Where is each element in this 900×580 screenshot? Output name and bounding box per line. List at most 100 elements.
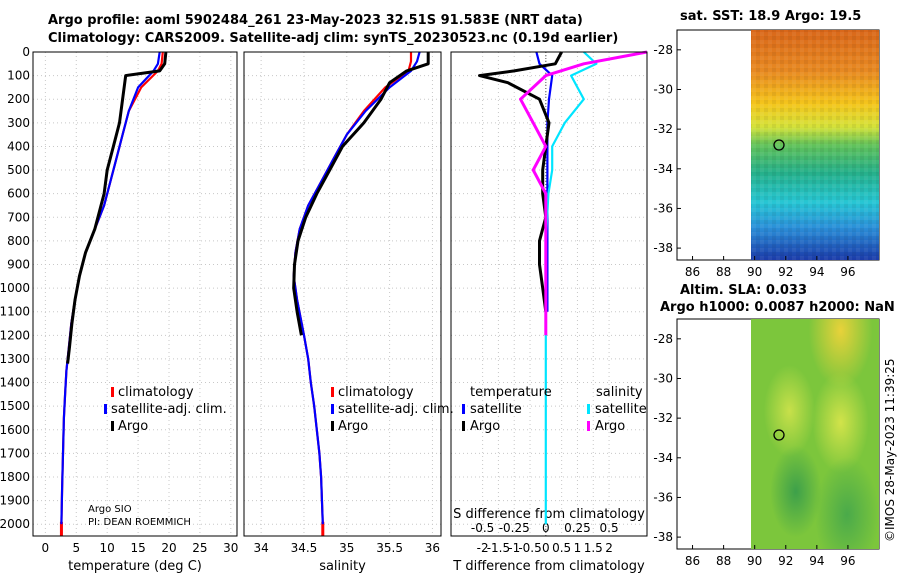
series-temperature-satellite (535, 51, 554, 312)
series-argo (292, 52, 430, 336)
legend-t-satellite-label: satellite (470, 402, 522, 417)
legend-climatology-label: climatology (338, 385, 414, 400)
x-tick-label: 10 (100, 541, 115, 555)
y-tick-label: 1500 (0, 399, 30, 413)
lat-tick-label: -30 (653, 371, 673, 385)
legend-satellite-swatch (331, 404, 334, 414)
lat-tick-label: -30 (653, 82, 673, 96)
legend-s-argo-swatch (587, 421, 590, 431)
legend-s-argo-label: Argo (595, 419, 625, 434)
x-tick-label: 20 (161, 541, 176, 555)
series-argo (66, 51, 168, 364)
legend-temperature-heading: temperature (470, 385, 552, 400)
legend-argo-swatch (331, 421, 334, 431)
legend-s-satellite-label: satellite (595, 402, 647, 417)
x-tick-label: 36 (425, 541, 440, 555)
x-tick-label: 34 (253, 541, 268, 555)
s-tick-label: 0 (542, 521, 550, 535)
sst-map-title: sat. SST: 18.9 Argo: 19.5 (680, 9, 862, 24)
x-tick-label: -0.5 (518, 541, 541, 555)
y-tick-label: 500 (7, 163, 30, 177)
panel-frame (450, 51, 648, 537)
lon-tick-label: 88 (716, 554, 731, 568)
y-tick-label: 0 (22, 45, 30, 59)
sla-map-title-2: Argo h1000: 0.0087 h2000: NaN (660, 300, 895, 315)
legend-salinity-heading: salinity (596, 385, 643, 400)
lon-tick-label: 92 (778, 554, 793, 568)
y-tick-label: 1700 (0, 446, 30, 460)
lat-tick-label: -28 (653, 332, 673, 346)
x-tick-label: 5 (72, 541, 80, 555)
lat-tick-label: -34 (653, 451, 673, 465)
lat-tick-label: -32 (653, 122, 673, 136)
x-tick-label: 35 (339, 541, 354, 555)
pi-label: PI: DEAN ROEMMICH (88, 517, 191, 528)
lat-tick-label: -38 (653, 530, 673, 544)
lon-tick-label: 86 (685, 554, 700, 568)
lat-tick-label: -36 (653, 201, 673, 215)
y-tick-label: 800 (7, 234, 30, 248)
lat-tick-label: -34 (653, 162, 673, 176)
y-tick-label: 1600 (0, 423, 30, 437)
x-tick-label: 0.5 (552, 541, 571, 555)
x-tick-label: 0 (42, 541, 50, 555)
legend-argo-label: Argo (338, 419, 368, 434)
x-tick-label: 1 (574, 541, 582, 555)
lat-tick-label: -28 (653, 43, 673, 57)
sst-map: -28 -30 -32 -34 -36 -38 86 88 90 92 94 96 (653, 29, 880, 279)
lon-tick-label: 90 (747, 554, 762, 568)
argo-location-marker-sst (773, 139, 785, 151)
y-tick-label: 400 (7, 139, 30, 153)
y-tick-label: 2000 (0, 517, 30, 531)
panel-frame (32, 51, 238, 537)
x-tick-label: 0 (542, 541, 550, 555)
lat-tick-label: -38 (653, 241, 673, 255)
y-tick-label: 1400 (0, 376, 30, 390)
y-tick-label: 700 (7, 210, 30, 224)
lon-tick-label: 92 (778, 265, 793, 279)
legend-t-argo-swatch (462, 421, 465, 431)
salinity-legend: climatology satellite-adj. clim. Argo (331, 385, 454, 434)
legend-argo-swatch (111, 421, 114, 431)
lon-tick-label: 94 (809, 265, 824, 279)
s-tick-label: 0.5 (600, 521, 619, 535)
y-tick-label: 1000 (0, 281, 30, 295)
lon-tick-label: 86 (685, 265, 700, 279)
lon-tick-label: 88 (716, 265, 731, 279)
title-line-2: Climatology: CARS2009. Satellite-adj cli… (48, 31, 619, 46)
sla-map-title-1: Altim. SLA: 0.033 (680, 283, 807, 298)
x-tick-label: 25 (192, 541, 207, 555)
panel-3: -2-1.5-1-0.5 0 0.5 1 1.5 2T difference from c… (450, 50, 648, 574)
y-tick-label: 300 (7, 116, 30, 130)
lat-tick-label: -32 (653, 411, 673, 425)
x-tick-label: 35.5 (376, 541, 403, 555)
x-tick-label: -2 (477, 541, 489, 555)
x-tick-label: 2 (605, 541, 613, 555)
y-tick-label: 600 (7, 187, 30, 201)
y-tick-label: 900 (7, 257, 30, 271)
x-axis-label: T difference from climatology (452, 559, 645, 574)
sla-map: -28 -30 -32 -34 -36 -38 86 88 90 92 94 96 (653, 318, 880, 568)
x-tick-label: -1.5 (487, 541, 510, 555)
y-tick-label: 1900 (0, 494, 30, 508)
lon-tick-label: 96 (840, 265, 855, 279)
x-tick-label: -1 (508, 541, 520, 555)
legend-s-satellite-swatch (587, 404, 590, 414)
title-line-1: Argo profile: aoml 5902484_261 23-May-20… (48, 13, 583, 28)
argo-location-marker-sla (773, 429, 785, 441)
legend-satellite-label: satellite-adj. clim. (338, 402, 454, 417)
legend-satellite-label: satellite-adj. clim. (111, 402, 227, 417)
lon-tick-label: 90 (747, 265, 762, 279)
legend-climatology-label: climatology (118, 385, 194, 400)
difference-legend: temperature salinity satellite Argo sate… (462, 385, 647, 434)
s-tick-label: -0.5 (471, 521, 494, 535)
y-tick-label: 1200 (0, 328, 30, 342)
y-tick-label: 200 (7, 92, 30, 106)
x-tick-label: 1.5 (584, 541, 603, 555)
x-tick-label: 15 (130, 541, 145, 555)
institution-label: Argo SIO (88, 504, 132, 515)
legend-climatology-swatch (111, 387, 114, 397)
legend-t-argo-label: Argo (470, 419, 500, 434)
legend-satellite-swatch (104, 404, 107, 414)
